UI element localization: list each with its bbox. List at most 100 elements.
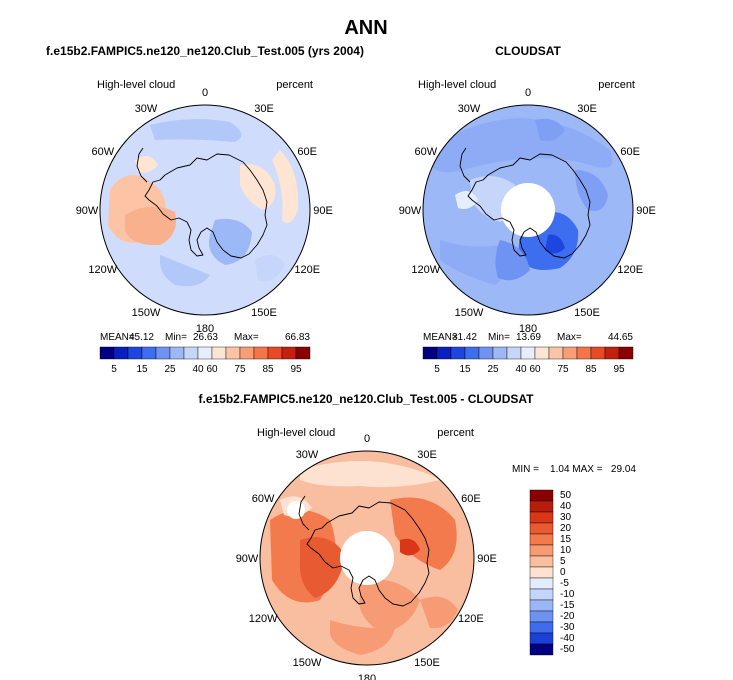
panel-obs-lon-label: 30E	[577, 103, 597, 115]
panel-model-map	[100, 105, 310, 315]
panel-obs-colorbar-tick: 95	[613, 364, 625, 375]
panel-model-lon-label: 30W	[135, 103, 158, 115]
panel-diff-colorbar-swatch	[529, 588, 554, 601]
panel-model-title: f.e15b2.FAMPIC5.ne120_ne120.Club_Test.00…	[46, 44, 364, 58]
panel-diff-colorbar-tick: -5	[560, 578, 569, 589]
panel-diff-lon-label: 150E	[414, 657, 440, 669]
panel-model-longitude-labels: 0 30E 60E 90E 120E 150E 180 150W 120W 90W 60W 30W	[76, 87, 333, 335]
panel-model-lon-label: 150E	[251, 307, 277, 319]
panel-obs-lon-label: 180	[519, 323, 537, 335]
panel-diff-lon-label: 150W	[293, 657, 322, 669]
panel-obs-lon-label: 90W	[399, 205, 422, 217]
panel-obs-lon-label: 150W	[455, 307, 484, 319]
panel-obs-lon-label: 60W	[414, 146, 437, 158]
panel-obs-longitude-labels: 0 30E 60E 90E 120E 150E 180 150W 120W 90W 60W 30W	[399, 87, 656, 335]
panel-obs-map-border	[422, 104, 634, 316]
panel-diff-map	[260, 451, 474, 665]
panel-model-colorbar-swatch	[99, 346, 115, 360]
panel-diff-lon-label: 60E	[461, 493, 481, 505]
panel-diff-lon-label: 120W	[249, 613, 278, 625]
panel-diff-colorbar-swatch	[529, 566, 554, 579]
panel-model-mean-label: MEAN=	[100, 332, 135, 343]
panel-diff-colorbar-swatch	[529, 533, 554, 546]
panel-diff-lon-label: 0	[364, 433, 370, 445]
panel-model-lon-label: 60E	[297, 146, 317, 158]
panel-obs-mean-label: MEAN=	[423, 332, 458, 343]
panel-obs-min: 13.69	[516, 332, 541, 343]
panel-model-colorbar-swatch	[281, 346, 297, 360]
panel-obs-colorbar-tick: 60	[529, 364, 541, 375]
panel-diff-colorbar-tick: 30	[560, 512, 572, 523]
panel-diff-lon-label: 90E	[477, 553, 497, 565]
panel-model-lon-label: 60W	[91, 146, 114, 158]
panel-diff-lon-label: 120E	[458, 613, 484, 625]
panel-model-colorbar-swatch	[239, 346, 255, 360]
panel-model-min-label: Min=	[165, 332, 187, 343]
panel-model-colorbar-tick: 60	[206, 364, 218, 375]
panel-model-colorbar-tick: 5	[111, 364, 117, 375]
panel-diff: f.e15b2.FAMPIC5.ne120_ne120.Club_Test.00…	[199, 392, 637, 680]
panel-obs-colorbar-tick: 75	[557, 364, 569, 375]
panel-obs-colorbar-tick: 40	[515, 364, 527, 375]
panel-obs-colorbar-swatch	[604, 346, 620, 360]
panel-diff-colorbar-tick: -40	[560, 633, 575, 644]
panel-diff-lon-label: 90W	[236, 553, 259, 565]
panel-obs-colorbar-swatch	[576, 346, 592, 360]
panel-model-lon-label: 180	[196, 323, 214, 335]
panel-obs-variable: High-level cloud	[418, 79, 496, 91]
panel-obs-lon-label: 60E	[620, 146, 640, 158]
panel-diff-colorbar-swatch	[529, 577, 554, 590]
panel-model-colorbar-swatch	[295, 346, 311, 360]
panel-diff-lon-label: 60W	[252, 493, 275, 505]
panel-diff-colorbar-tick: -20	[560, 611, 575, 622]
panel-model-lon-label: 0	[202, 87, 208, 99]
panel-diff-colorbar-swatch	[529, 555, 554, 568]
panel-model-colorbar-swatch	[127, 346, 143, 360]
panel-diff-colorbar-tick: 15	[560, 534, 572, 545]
panel-diff-title: f.e15b2.FAMPIC5.ne120_ne120.Club_Test.00…	[199, 392, 535, 406]
panel-model-colorbar-swatch	[183, 346, 199, 360]
panel-model: f.e15b2.FAMPIC5.ne120_ne120.Club_Test.00…	[46, 44, 364, 375]
panel-diff-colorbar-tick: 0	[560, 567, 566, 578]
panel-model-colorbar-swatch	[155, 346, 171, 360]
panel-obs-map	[423, 105, 633, 315]
panel-diff-colorbar-tick: -10	[560, 589, 575, 600]
panel-diff-colorbar-tick: -50	[560, 644, 575, 655]
panel-model-colorbar-swatch	[253, 346, 269, 360]
panel-diff-colorbar-tick: 20	[560, 523, 572, 534]
panel-diff-colorbar-swatch	[529, 621, 554, 634]
panel-diff-lon-label: 30E	[417, 449, 437, 461]
panel-obs-lon-label: 0	[525, 87, 531, 99]
panel-model-colorbar-swatch	[267, 346, 283, 360]
panel-obs: CLOUDSAT High-level cloud percent 0 30E 60…	[399, 44, 656, 375]
panel-obs-colorbar: 5 15 25 40 60 75 85 95	[422, 346, 634, 375]
panel-obs-colorbar-tick: 15	[459, 364, 471, 375]
panel-obs-max: 44.65	[608, 332, 633, 343]
panel-diff-colorbar-tick: 40	[560, 501, 572, 512]
panel-obs-colorbar-swatch	[618, 346, 634, 360]
panel-model-colorbar-swatch	[113, 346, 129, 360]
panel-diff-colorbar-swatch	[529, 522, 554, 535]
panel-obs-colorbar-swatch	[422, 346, 438, 360]
panel-model-colorbar-tick: 25	[164, 364, 176, 375]
panel-obs-colorbar-swatch	[436, 346, 452, 360]
panel-obs-min-label: Min=	[488, 332, 510, 343]
panel-model-lon-label: 30E	[254, 103, 274, 115]
panel-model-max-label: Max=	[234, 332, 259, 343]
panel-model-min: 26.63	[193, 332, 218, 343]
panel-diff-minmax: MIN = 1.04 MAX = 29.04	[512, 464, 636, 475]
panel-obs-colorbar-tick: 25	[487, 364, 499, 375]
panel-model-mean: 45.12	[129, 332, 154, 343]
panel-diff-colorbar-tick: 10	[560, 545, 572, 556]
panel-diff-colorbar-tick: -15	[560, 600, 575, 611]
panel-model-colorbar-tick: 75	[234, 364, 246, 375]
panel-obs-lon-label: 120W	[411, 264, 440, 276]
panel-diff-variable: High-level cloud	[257, 427, 335, 439]
panel-diff-colorbar-swatch	[529, 489, 554, 502]
panel-model-colorbar-swatch	[169, 346, 185, 360]
panel-obs-colorbar-swatch	[492, 346, 508, 360]
panel-diff-colorbar-swatch	[529, 544, 554, 557]
main-title: ANN	[344, 17, 387, 39]
